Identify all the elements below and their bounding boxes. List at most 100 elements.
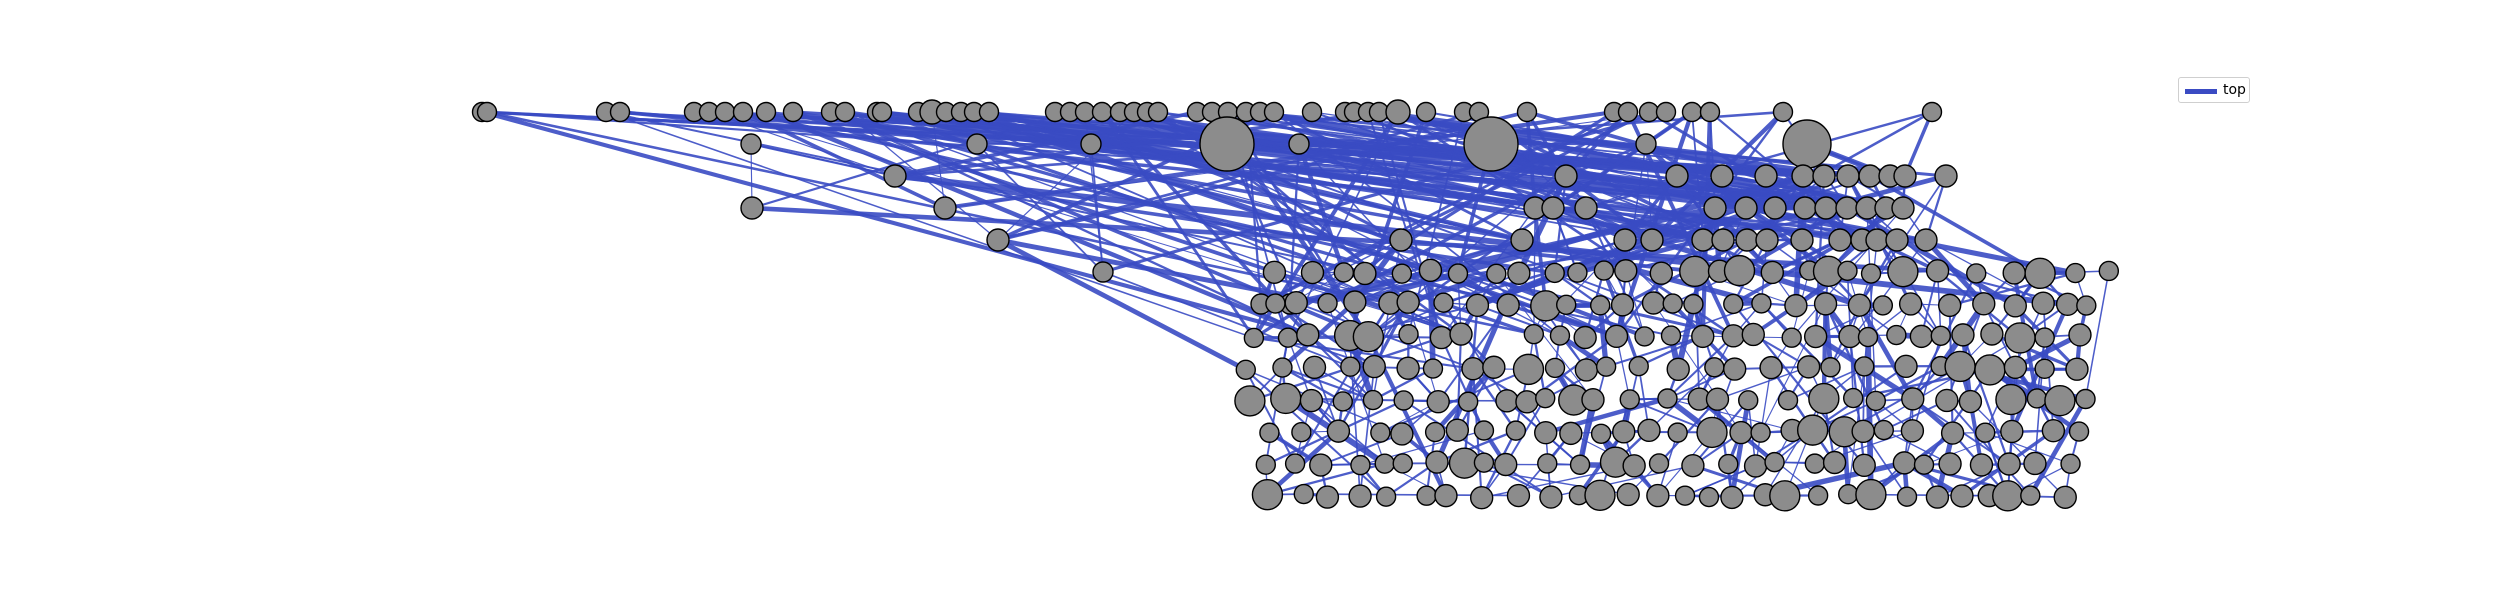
graph-node <box>1398 324 1419 345</box>
graph-node <box>1940 421 1965 445</box>
graph-edge <box>881 110 1402 242</box>
graph-node <box>1666 357 1690 382</box>
graph-node <box>1638 101 1660 123</box>
graph-node <box>1950 484 1974 508</box>
graph-edge <box>1670 302 1762 337</box>
graph-node <box>1738 390 1759 411</box>
graph-node <box>1569 454 1591 475</box>
graph-node <box>1855 478 1887 511</box>
graph-edge <box>1427 270 1436 369</box>
graph-node <box>1711 228 1735 252</box>
graph-node <box>1813 292 1838 316</box>
graph-node <box>1784 293 1808 318</box>
graph-node <box>1496 293 1520 317</box>
graph-node <box>1891 196 1915 220</box>
graph-node <box>740 196 764 220</box>
graph-edge <box>1518 272 1588 371</box>
graph-node <box>1885 228 1909 252</box>
graph-node <box>2024 257 2056 290</box>
graph-node <box>1851 419 1875 444</box>
graph-node <box>1887 255 1919 288</box>
graph-node <box>1974 354 2006 386</box>
graph-node <box>1589 295 1611 316</box>
graph-node <box>1637 418 1661 443</box>
graph-node <box>1523 323 1545 345</box>
graph-node <box>1482 355 1506 379</box>
graph-node <box>1641 291 1666 315</box>
graph-node <box>1418 258 1443 283</box>
graph-node <box>1763 196 1787 220</box>
graph-node <box>1914 228 1938 252</box>
graph-edge <box>2084 270 2110 400</box>
graph-edge <box>1295 301 1474 370</box>
graph-node <box>2065 357 2089 381</box>
graph-edge <box>1296 206 1887 304</box>
graph-node <box>1272 357 1293 378</box>
graph-node <box>1091 101 1113 123</box>
graph-node <box>1507 261 1531 285</box>
graph-node <box>1777 390 1799 411</box>
graph-node <box>755 101 777 123</box>
graph-edge <box>1403 399 1552 498</box>
graph-node <box>1573 325 1597 350</box>
graph-edge <box>996 237 1247 372</box>
graph-edge <box>1969 401 2066 498</box>
graph-node <box>1764 451 1785 473</box>
graph-node <box>1544 262 1565 284</box>
graph-node <box>1616 482 1640 507</box>
graph-node <box>1696 416 1728 449</box>
graph-node <box>1662 293 1683 314</box>
graph-node <box>1791 164 1815 188</box>
graph-edge <box>1244 369 1296 465</box>
graph-edge <box>1700 111 1713 337</box>
graph-node <box>1721 324 1746 348</box>
graph-node <box>732 101 754 123</box>
graph-node <box>1925 259 1950 283</box>
graph-node <box>1293 483 1314 505</box>
graph-node <box>871 101 893 123</box>
graph-node <box>1302 355 1327 380</box>
graph-node <box>1635 133 1657 155</box>
graph-node <box>1969 453 1994 477</box>
graph-edge <box>1676 175 1741 272</box>
graph-node <box>1255 454 1276 475</box>
graph-node <box>2068 421 2090 442</box>
graph-edge <box>1602 269 1641 367</box>
graph-node <box>2055 292 2080 316</box>
graph-node <box>1660 325 1682 346</box>
graph-node <box>1612 420 1636 444</box>
graph-node <box>1362 389 1384 411</box>
graph-node <box>1494 452 1518 477</box>
graph-node <box>1343 290 1367 314</box>
graph-edge <box>1100 111 1256 339</box>
graph-node <box>1835 196 1859 220</box>
graph-edge <box>1533 207 1548 307</box>
graph-node <box>1537 453 1558 474</box>
graph-edge <box>1477 304 1561 337</box>
graph-edge <box>1245 369 1403 435</box>
graph-node <box>1392 453 1413 474</box>
graph-node <box>1396 290 1420 314</box>
graph-node <box>1930 325 1951 346</box>
graph-node <box>1614 259 1638 283</box>
legend-label-top: top <box>2223 82 2246 98</box>
graph-node <box>1723 293 1744 315</box>
graph-node <box>1734 196 1758 220</box>
graph-node <box>1972 292 1996 316</box>
graph-node <box>1992 480 2024 512</box>
graph-node <box>1263 101 1285 123</box>
graph-node <box>1860 263 1882 284</box>
graph-node <box>1648 453 1670 474</box>
graph-node <box>714 101 736 123</box>
graph-node <box>1628 356 1649 377</box>
graph-node <box>1265 293 1286 314</box>
graph-node <box>1958 389 1983 414</box>
graph-node <box>1898 292 1923 316</box>
graph-edge <box>1379 368 1529 434</box>
graph-node <box>834 101 856 123</box>
graph-edge <box>1760 302 1855 399</box>
graph-node <box>1393 390 1414 411</box>
graph-edge <box>1597 305 1609 367</box>
graph-edge <box>1437 304 1509 403</box>
graph-node <box>1495 389 1519 413</box>
